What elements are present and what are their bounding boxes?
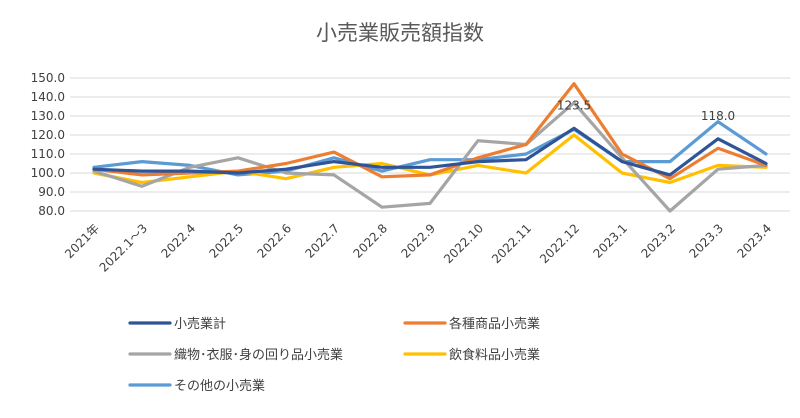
- legend-label: 小売業計: [174, 316, 226, 332]
- y-tick-label: 100.0: [31, 166, 65, 180]
- y-tick-label: 90.0: [38, 185, 65, 199]
- x-tick-label: 2022.7: [303, 221, 343, 261]
- y-tick-label: 80.0: [38, 204, 65, 218]
- x-tick-label: 2022.10: [441, 221, 486, 266]
- series-line-1: [92, 126, 768, 177]
- data-annotations: 123.5 118.0: [557, 98, 735, 122]
- x-tick-label: 2023.4: [735, 221, 775, 261]
- y-tick-label: 130.0: [31, 109, 65, 123]
- x-tick-label: 2022.9: [399, 221, 439, 261]
- x-tick-label: 2022.12: [537, 221, 582, 266]
- series-lines: [92, 82, 768, 213]
- y-tick-label: 120.0: [31, 128, 65, 142]
- x-tick-label: 2023.3: [687, 221, 727, 261]
- data-label: 118.0: [701, 109, 735, 123]
- gridlines: [70, 77, 790, 212]
- x-tick-label: 2023.1: [591, 221, 631, 261]
- series-line-2: [92, 82, 768, 181]
- chart-title: 小売業販売額指数: [316, 21, 484, 45]
- y-tick-label: 140.0: [31, 90, 65, 104]
- y-axis-ticks: 80.0 90.0 100.0 110.0 120.0 130.0 140.0 150.0: [31, 71, 65, 218]
- legend-label: 織物･衣服･身の回り品小売業: [174, 347, 343, 363]
- data-label: 123.5: [557, 98, 591, 112]
- series-line-5: [92, 120, 768, 177]
- x-tick-label: 2021年: [62, 221, 102, 261]
- series-line-3: [92, 101, 768, 213]
- y-tick-label: 150.0: [31, 71, 65, 85]
- legend-label: その他の小売業: [174, 378, 265, 394]
- x-tick-label: 2022.4: [159, 221, 199, 261]
- legend-label: 各種商品小売業: [449, 316, 540, 332]
- x-tick-label: 2022.1～3: [97, 221, 150, 274]
- x-tick-label: 2022.8: [351, 221, 391, 261]
- x-tick-label: 2022.11: [489, 221, 534, 266]
- x-tick-label: 2023.2: [639, 221, 679, 261]
- x-tick-label: 2022.5: [207, 221, 247, 261]
- legend-label: 飲食料品小売業: [449, 347, 540, 363]
- x-tick-label: 2022.6: [255, 221, 295, 261]
- y-tick-label: 110.0: [31, 147, 65, 161]
